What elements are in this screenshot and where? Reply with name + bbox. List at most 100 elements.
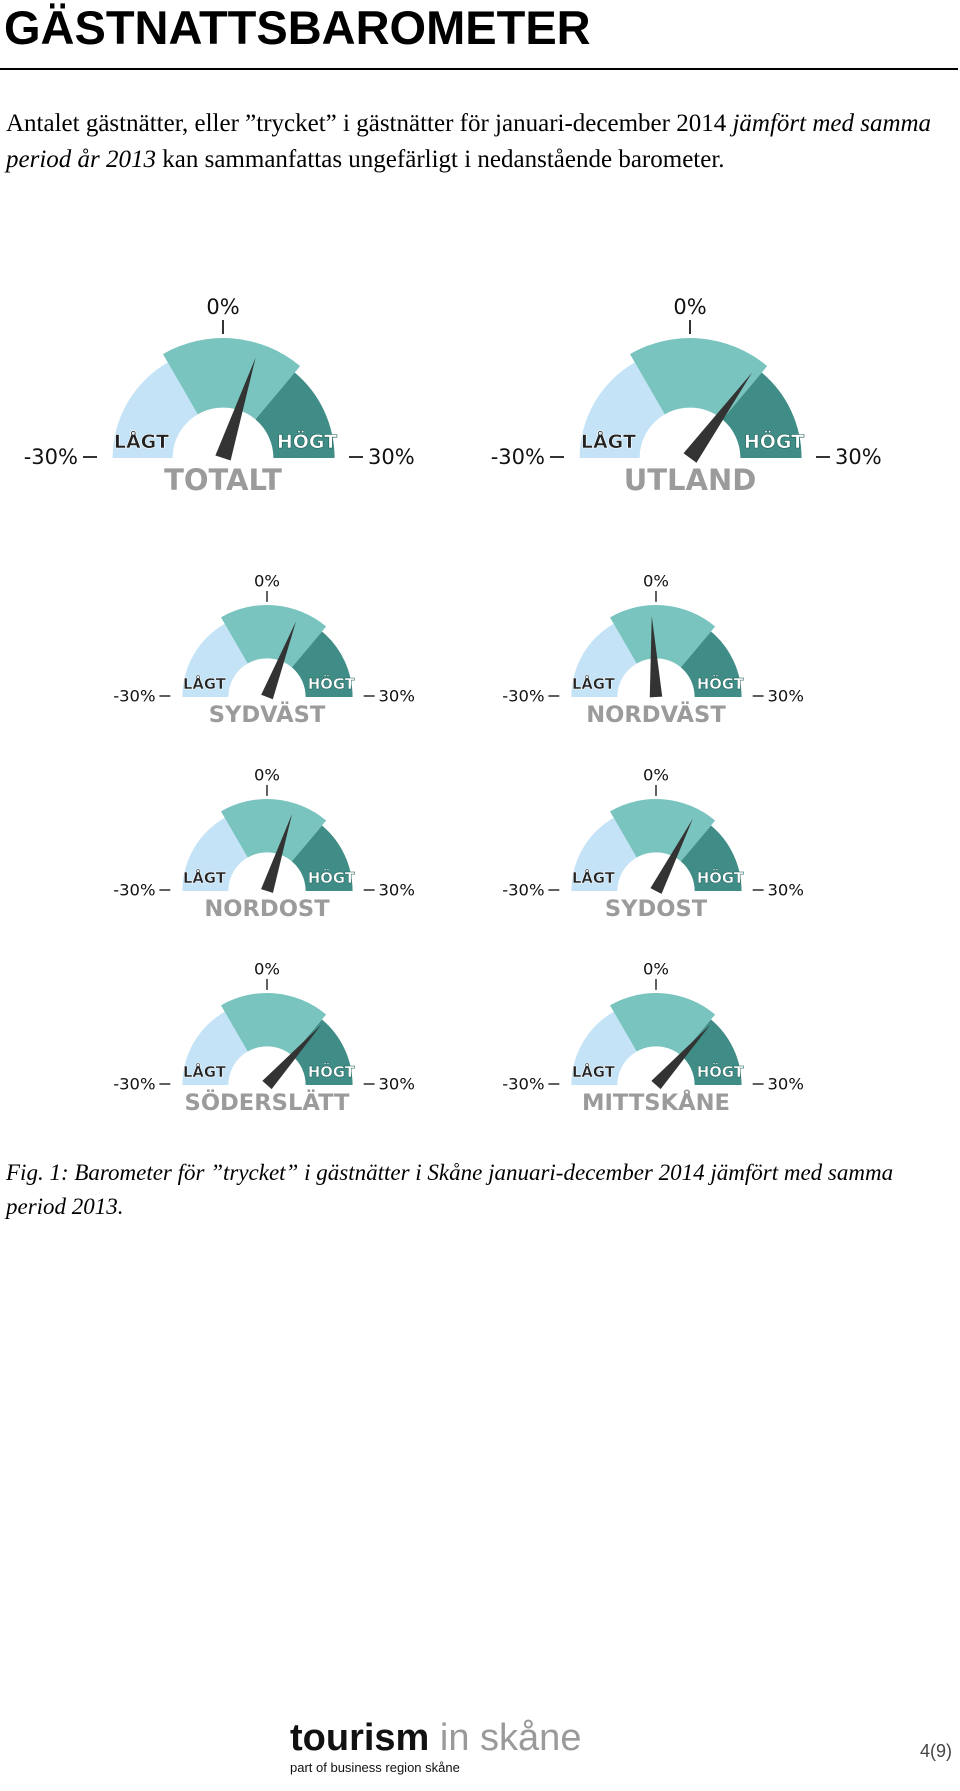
gauge-high-label: HÖGT [744,429,804,453]
figure-caption: Fig. 1: Barometer för ”trycket” i gästnä… [6,1160,894,1219]
gauge-name-mittskåne: MITTSKÅNE [582,1088,730,1116]
gauge-min-label: -30% [24,445,78,469]
logo-light-text: in skåne [429,1717,582,1759]
gauge-5: 0% -30% 30% LÅGT HÖGT SYDOST [502,765,804,922]
gauge-high-zone [722,372,802,458]
gauge-mid-zone [221,993,327,1056]
gauge-zero-label: 0% [254,571,280,590]
gauge-min-label: -30% [113,880,155,899]
page-title: GÄSTNATTSBAROMETER [4,1,591,54]
gauge-low-zone [571,817,637,891]
gauge-high-label: HÖGT [277,429,337,453]
gauge-mid-zone [221,605,327,668]
gauge-high-zone [680,1019,742,1085]
gauge-zero-label: 0% [643,571,669,590]
page-number: 4(9) [919,1741,952,1761]
gauge-mid-zone [610,605,716,668]
gauge-name-nordväst: NORDVÄST [586,700,726,728]
gauge-4: 0% -30% 30% LÅGT HÖGT NORDOST [113,765,415,922]
gauge-max-label: 30% [379,1074,415,1093]
gauge-needle-söderslätt [262,1024,322,1090]
gauge-needle-nordost [261,814,293,893]
gauge-low-zone [571,1011,637,1085]
gauge-needle-mittskåne [651,1024,711,1090]
gauge-high-label: HÖGT [697,869,745,887]
gauge-needle-nordväst [649,616,663,698]
gauge-low-zone [182,623,248,697]
barometer-figure: 0% -30% 30% LÅGT HÖGT TOTALT 0% -30% 30% LÅGT HÖGT… [24,295,882,1116]
gauge-name-sydväst: SYDVÄST [209,700,326,728]
gauge-high-label: HÖGT [308,1063,356,1081]
gauge-min-label: -30% [502,880,544,899]
gauge-low-zone [182,817,248,891]
gauge-high-zone [255,372,335,458]
logo-wordmark: tourism in skåne [290,1718,610,1758]
gauge-6: 0% -30% 30% LÅGT HÖGT SÖDERSLÄTT [113,959,415,1116]
gauge-name-sydost: SYDOST [605,896,708,922]
gauge-max-label: 30% [768,1074,804,1093]
gauge-zero-label: 0% [643,959,669,978]
gauge-name-utland: UTLAND [624,463,757,497]
intro-text-1: Antalet gästnätter, eller ”trycket” i gä… [6,110,733,137]
gauge-needle-totalt [215,357,256,461]
gauge-high-zone [291,825,353,891]
gauge-high-label: HÖGT [308,869,356,887]
gauge-low-label: LÅGT [114,429,169,453]
gauge-high-zone [291,1019,353,1085]
gauge-max-label: 30% [379,686,415,705]
gauge-zero-label: 0% [673,295,706,319]
gauge-low-label: LÅGT [581,429,636,453]
gauge-zero-label: 0% [254,765,280,784]
gauge-zero-label: 0% [643,765,669,784]
gauge-3: 0% -30% 30% LÅGT HÖGT NORDVÄST [502,571,804,728]
gauge-mid-zone [221,799,327,862]
gauge-name-totalt: TOTALT [164,463,282,497]
gauge-2: 0% -30% 30% LÅGT HÖGT SYDVÄST [113,571,415,728]
gauge-max-label: 30% [768,880,804,899]
gauge-low-label: LÅGT [572,1064,616,1081]
gauge-max-label: 30% [835,445,882,469]
gauge-min-label: -30% [491,445,545,469]
gauge-max-label: 30% [368,445,415,469]
gauge-mid-zone [610,993,716,1056]
gauge-needle-utland [683,372,753,463]
logo-bold-text: tourism [290,1717,430,1759]
intro-text-2: kan sammanfattas ungefärligt i nedanståe… [156,146,725,173]
gauge-high-zone [680,825,742,891]
gauge-mid-zone [163,338,301,420]
gauge-min-label: -30% [113,1074,155,1093]
gauge-low-label: LÅGT [572,676,616,693]
gauge-low-zone [571,623,637,697]
gauge-low-zone [112,362,198,458]
gauge-needle-sydväst [261,621,297,700]
gauge-0: 0% -30% 30% LÅGT HÖGT TOTALT [24,295,415,497]
gauge-name-söderslätt: SÖDERSLÄTT [185,1088,350,1116]
intro-text-italic: jämfört med samma period år 2013 [6,110,932,173]
gauge-high-label: HÖGT [308,675,356,693]
gauge-high-label: HÖGT [697,1063,745,1081]
gauge-mid-zone [610,799,716,862]
gauge-low-zone [579,362,665,458]
gauge-zero-label: 0% [254,959,280,978]
gauge-high-label: HÖGT [697,675,745,693]
gauge-low-label: LÅGT [183,676,227,693]
tourism-in-skane-logo: tourism in skåne part of business region… [290,1718,610,1775]
gauge-needle-sydost [650,818,693,894]
gauge-low-zone [182,1011,248,1085]
gauge-min-label: -30% [502,686,544,705]
gauge-max-label: 30% [768,686,804,705]
gauge-1: 0% -30% 30% LÅGT HÖGT UTLAND [491,295,882,497]
intro-paragraph: Antalet gästnätter, eller ”trycket” i gä… [6,106,950,178]
gauge-7: 0% -30% 30% LÅGT HÖGT MITTSKÅNE [502,959,804,1116]
gauge-low-label: LÅGT [183,870,227,887]
gauge-high-zone [680,631,742,697]
gauge-max-label: 30% [379,880,415,899]
title-rule [0,68,958,70]
gauge-min-label: -30% [502,1074,544,1093]
gauge-min-label: -30% [113,686,155,705]
gauge-high-zone [291,631,353,697]
gauge-zero-label: 0% [206,295,239,319]
logo-tagline: part of business region skåne [290,1760,460,1775]
gauge-low-label: LÅGT [572,870,616,887]
gauge-low-label: LÅGT [183,1064,227,1081]
